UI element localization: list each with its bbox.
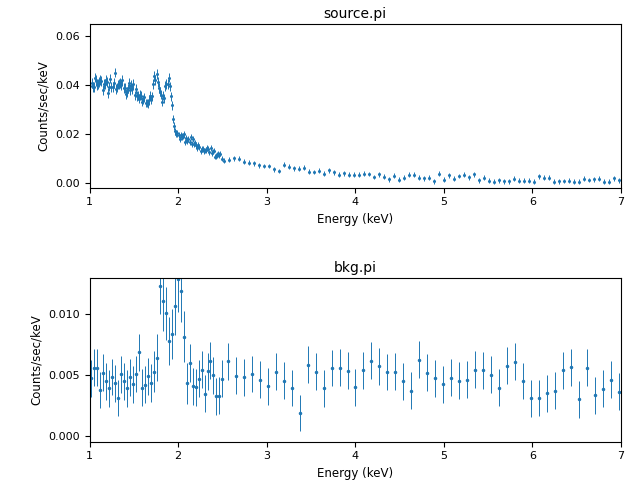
Y-axis label: Counts/sec/keV: Counts/sec/keV — [36, 60, 49, 151]
X-axis label: Energy (keV): Energy (keV) — [317, 213, 393, 226]
Y-axis label: Counts/sec/keV: Counts/sec/keV — [29, 314, 43, 405]
Title: bkg.pi: bkg.pi — [333, 261, 377, 275]
X-axis label: Energy (keV): Energy (keV) — [317, 467, 393, 480]
Title: source.pi: source.pi — [324, 8, 387, 22]
